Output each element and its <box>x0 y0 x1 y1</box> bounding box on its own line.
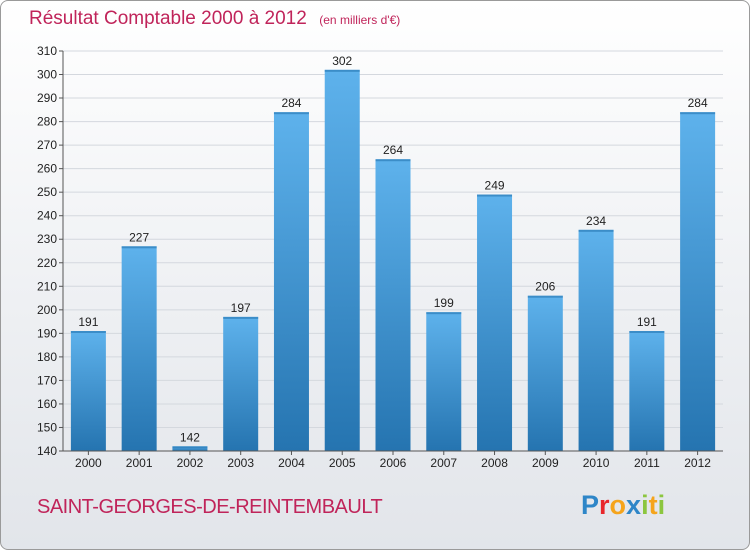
logo-letter: x <box>626 490 642 520</box>
y-tick-label: 140 <box>37 444 57 458</box>
y-tick-label: 260 <box>37 162 57 176</box>
bar-top-edge <box>324 69 360 72</box>
x-tick-label: 2010 <box>583 456 610 470</box>
bar <box>680 112 716 452</box>
y-tick-label: 150 <box>37 420 57 434</box>
x-tick-label: 2011 <box>634 456 660 470</box>
x-tick-label: 2006 <box>380 456 407 470</box>
logo-letter: i <box>641 490 649 520</box>
x-tick-label: 2004 <box>278 456 305 470</box>
x-tick-label: 2007 <box>430 456 457 470</box>
bar-top-edge <box>375 159 411 162</box>
y-tick-label: 210 <box>37 279 57 293</box>
bar-top-edge <box>477 194 513 197</box>
bar <box>578 229 614 451</box>
y-tick-label: 280 <box>37 115 57 129</box>
bar <box>273 112 309 452</box>
bar <box>324 69 360 451</box>
chart-title: Résultat Comptable 2000 à 2012 <box>29 8 307 29</box>
x-tick-label: 2005 <box>329 456 356 470</box>
y-tick-label: 310 <box>37 44 57 58</box>
title-row: Résultat Comptable 2000 à 2012 (en milli… <box>29 8 400 30</box>
y-tick-label: 160 <box>37 397 57 411</box>
data-labels: 191 227 142 197 284 302 264 199 249 206 234 191 284 <box>78 54 708 444</box>
bar <box>629 331 665 451</box>
y-tick-label: 270 <box>37 138 57 152</box>
bar <box>426 312 462 451</box>
bar <box>477 194 513 451</box>
data-label: 191 <box>637 315 657 329</box>
data-label: 197 <box>231 301 251 315</box>
bar-top-edge <box>70 331 106 333</box>
y-tick-label: 240 <box>37 209 57 223</box>
x-tick-label: 2000 <box>75 456 102 470</box>
commune-name: SAINT-GEORGES-DE-REINTEMBAULT <box>37 496 383 518</box>
y-tick-label: 200 <box>37 303 57 317</box>
bar <box>375 159 411 451</box>
y-tick-label: 290 <box>37 91 57 105</box>
bar-top-edge <box>223 316 259 319</box>
bars <box>70 69 716 452</box>
data-label: 284 <box>688 96 708 110</box>
logo-letter: r <box>599 490 610 520</box>
y-tick-label: 220 <box>37 256 57 270</box>
bar-top-edge <box>527 295 563 298</box>
x-axis-ticks: 2000 2001 2002 2003 2004 2005 2006 2007 2008 2009… <box>63 450 723 470</box>
logo-letter: o <box>609 490 627 520</box>
y-tick-label: 250 <box>37 185 57 199</box>
data-label: 227 <box>129 230 149 244</box>
data-label: 234 <box>586 214 606 228</box>
bar-top-edge <box>121 246 157 249</box>
bar <box>223 316 259 451</box>
data-label: 206 <box>535 280 555 294</box>
bar-top-edge <box>680 112 716 115</box>
x-tick-label: 2009 <box>532 456 559 470</box>
y-tick-label: 190 <box>37 326 57 340</box>
y-axis-ticks: 140 150 160 170 180 190 200 210 220 230 240 250 260 2… <box>37 44 64 458</box>
y-tick-label: 180 <box>37 350 57 364</box>
y-tick-label: 230 <box>37 232 57 246</box>
x-tick-label: 2012 <box>684 456 711 470</box>
data-label: 142 <box>180 430 200 444</box>
proxiti-logo: Proxiti <box>581 490 665 521</box>
x-tick-label: 2008 <box>481 456 508 470</box>
bar <box>527 295 563 451</box>
data-label: 284 <box>281 96 301 110</box>
x-tick-label: 2003 <box>227 456 254 470</box>
logo-letter: i <box>657 490 666 520</box>
data-label: 249 <box>485 179 505 193</box>
bar-top-edge <box>629 331 665 333</box>
logo-letter: P <box>581 490 600 520</box>
logo-letter: t <box>648 490 658 520</box>
data-label: 191 <box>78 315 98 329</box>
bar <box>121 246 157 451</box>
bar-top-edge <box>172 446 208 449</box>
bar-top-edge <box>426 312 462 315</box>
data-label: 199 <box>434 296 454 310</box>
x-tick-label: 2002 <box>177 456 204 470</box>
bar-top-edge <box>273 112 309 115</box>
bar <box>172 446 208 451</box>
data-label: 264 <box>383 143 403 157</box>
x-tick-label: 2001 <box>126 456 153 470</box>
bar <box>70 331 106 451</box>
y-tick-label: 170 <box>37 373 57 387</box>
y-tick-label: 300 <box>37 68 57 82</box>
chart-subtitle: (en milliers d'€) <box>319 13 401 27</box>
bar-top-edge <box>578 229 614 232</box>
data-label: 302 <box>332 54 352 68</box>
